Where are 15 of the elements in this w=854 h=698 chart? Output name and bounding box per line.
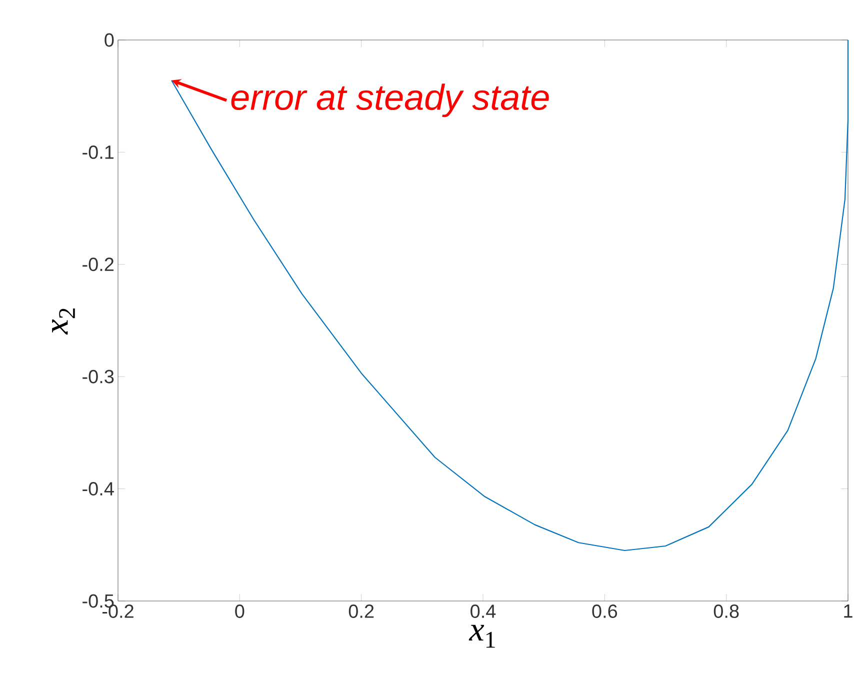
y-tick-label: -0.2 <box>82 258 114 272</box>
y-tick-label: -0.3 <box>82 370 114 384</box>
annotation: error at steady state <box>231 84 549 118</box>
x-axis-title: x$_{1}$ <box>468 624 495 648</box>
y-tick-label: -0.4 <box>82 482 114 496</box>
x-tick-label: 0.4 <box>470 604 496 618</box>
x-tick-label: 1 <box>844 604 852 618</box>
line-series <box>170 39 849 552</box>
y-tick-label: 0 <box>104 33 114 47</box>
x-tick-label: 0.8 <box>714 604 739 618</box>
y-tick-label: -0.1 <box>82 145 114 159</box>
x-tick-label: 0.6 <box>592 604 618 618</box>
y-axis-title: x$_{2}$ <box>52 308 75 335</box>
x-tick-label: 0 <box>235 604 244 618</box>
x-tick-label: 0.2 <box>348 604 374 618</box>
